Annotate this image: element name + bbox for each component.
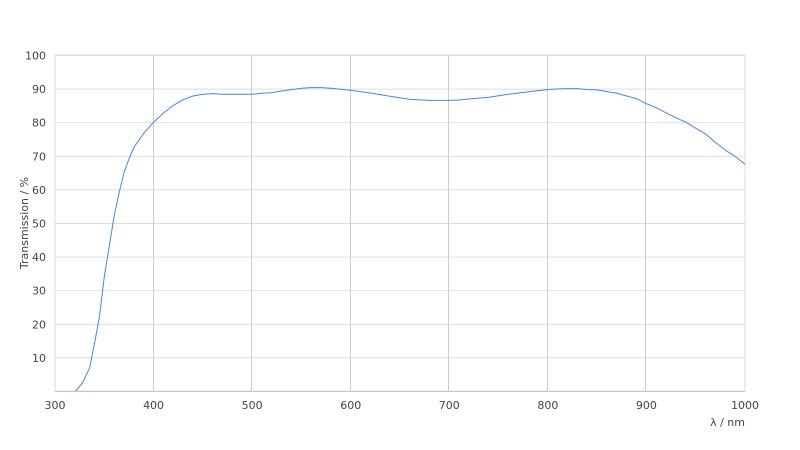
x-tick-label: 400: [143, 399, 164, 412]
x-tick-label: 800: [537, 399, 558, 412]
y-tick-label: 80: [32, 117, 46, 130]
y-tick-label: 10: [32, 352, 46, 365]
x-axis-label: λ / nm: [710, 416, 745, 429]
y-tick-label: 40: [32, 251, 46, 264]
x-tick-label: 600: [340, 399, 361, 412]
x-tick-label: 300: [45, 399, 66, 412]
y-tick-label: 70: [32, 150, 46, 163]
y-tick-label: 30: [32, 285, 46, 298]
y-tick-label: 100: [25, 50, 46, 63]
y-tick-label: 60: [32, 184, 46, 197]
y-tick-label: 20: [32, 318, 46, 331]
series-line: [75, 87, 746, 392]
y-axis-label: Transmission / %: [18, 177, 31, 270]
x-tick-label: 900: [636, 399, 657, 412]
x-tick-label: 1000: [731, 399, 759, 412]
tick-labels: 10 20 30 40 50 60 70 80 90 100 300 400 500 600 700 800 9…: [25, 50, 759, 413]
y-tick-label: 50: [32, 218, 46, 231]
y-tick-label: 90: [32, 83, 46, 96]
x-tick-label: 500: [242, 399, 263, 412]
grid: [54, 54, 746, 392]
x-tick-label: 700: [439, 399, 460, 412]
